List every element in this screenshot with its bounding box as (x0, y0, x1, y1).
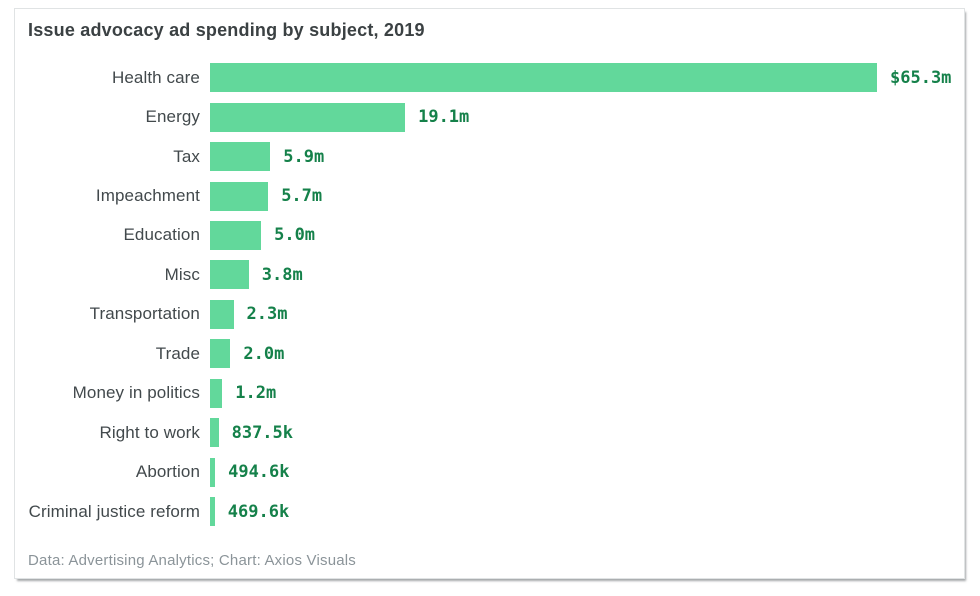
bar-label: Abortion (135, 462, 200, 482)
bar-value: 1.2m (235, 383, 277, 404)
bar (210, 378, 223, 408)
chart-row: Money in politics 1.2m (28, 374, 964, 413)
bar (210, 63, 877, 93)
bar (210, 102, 406, 132)
bar-value: 469.6k (227, 501, 290, 522)
bar-label: Criminal justice reform (28, 501, 200, 521)
bar-label: Health care (111, 67, 200, 87)
bar-value: 5.7m (281, 186, 323, 207)
chart-row: Right to work 837.5k (28, 413, 964, 452)
bar-value: $65.3m (890, 67, 952, 88)
bar-value: 3.8m (261, 264, 303, 285)
bar-value: 837.5k (231, 422, 294, 443)
bar-value: 5.9m (283, 146, 325, 167)
chart-card: Issue advocacy ad spending by subject, 2… (14, 8, 965, 579)
chart-row: Tax 5.9m (28, 137, 964, 176)
chart-row: Misc 3.8m (28, 255, 964, 294)
chart-row: Education 5.0m (28, 216, 964, 255)
bar (210, 339, 231, 369)
chart-row: Impeachment 5.7m (28, 176, 964, 215)
chart-row: Transportation 2.3m (28, 295, 964, 334)
bar-label: Impeachment (95, 186, 200, 206)
bar-value: 2.3m (246, 304, 288, 325)
bar-label: Right to work (99, 422, 200, 442)
chart-title: Issue advocacy ad spending by subject, 2… (28, 20, 425, 40)
chart-row: Criminal justice reform 469.6k (28, 492, 964, 531)
chart-row: Trade 2.0m (28, 334, 964, 373)
bar-value: 5.0m (274, 225, 316, 246)
bar (210, 220, 262, 250)
bar-label: Misc (164, 264, 200, 284)
bar-value: 2.0m (243, 343, 285, 364)
bar-label: Energy (145, 107, 200, 127)
bar (210, 181, 269, 211)
chart-row: Energy 19.1m (28, 97, 964, 136)
chart-row: Health care $65.3m (28, 58, 964, 97)
chart-source-credit: Data: Advertising Analytics; Chart: Axio… (28, 552, 357, 569)
bar (210, 497, 215, 527)
bar-rows: Health care $65.3m Energy 19.1m Tax 5.9m Impea… (28, 58, 964, 531)
bar (210, 457, 216, 487)
chart-row: Abortion 494.6k (28, 452, 964, 491)
bar (210, 260, 249, 290)
bar-label: Tax (173, 146, 200, 166)
bar-label: Transportation (89, 304, 200, 324)
bar-value: 19.1m (418, 107, 470, 128)
bar-label: Trade (155, 343, 200, 363)
bar (210, 299, 234, 329)
bar-label: Money in politics (72, 383, 200, 403)
bar (210, 418, 219, 448)
bar-label: Education (123, 225, 200, 245)
bar-value: 494.6k (228, 462, 290, 483)
bar (210, 142, 271, 172)
